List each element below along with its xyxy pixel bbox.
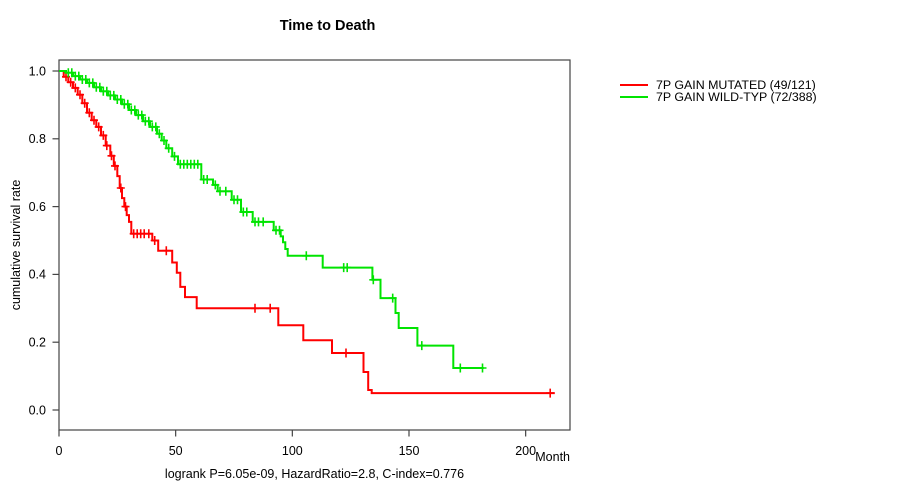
legend-item-mutated: 7P GAIN MUTATED (49/121)	[620, 79, 817, 91]
y-tick-label: 0.2	[29, 336, 46, 350]
y-tick-label: 0.4	[29, 268, 46, 282]
chart-title: Time to Death	[279, 18, 376, 34]
legend: 7P GAIN MUTATED (49/121) 7P GAIN WILD-TY…	[620, 79, 817, 103]
x-tick-label: 200	[515, 444, 536, 458]
legend-label-wildtype: 7P GAIN WILD-TYP (72/388)	[656, 90, 817, 104]
x-axis-label: Month	[535, 450, 570, 464]
legend-line-mutated-icon	[620, 84, 648, 86]
censor-marks-mutated	[62, 72, 555, 398]
legend-item-wildtype: 7P GAIN WILD-TYP (72/388)	[620, 91, 817, 103]
x-tick-label: 50	[169, 444, 183, 458]
x-tick-label: 0	[56, 444, 63, 458]
y-tick-label: 0.8	[29, 132, 46, 146]
legend-line-wildtype-icon	[620, 96, 648, 98]
x-tick-label: 150	[399, 444, 420, 458]
y-tick-label: 0.6	[29, 200, 46, 214]
y-axis-label: cumulative survival rate	[9, 179, 23, 311]
km-curve-wildtype	[59, 70, 484, 369]
y-tick-label: 1.0	[29, 64, 46, 78]
legend-label-mutated: 7P GAIN MUTATED (49/121)	[656, 78, 816, 92]
censor-marks-wildtype	[64, 68, 487, 373]
y-tick-label: 0.0	[29, 403, 46, 417]
plot-frame	[58, 59, 571, 431]
x-tick-label: 100	[282, 444, 303, 458]
logrank-stats-text: logrank P=6.05e-09, HazardRatio=2.8, C-i…	[164, 467, 465, 481]
